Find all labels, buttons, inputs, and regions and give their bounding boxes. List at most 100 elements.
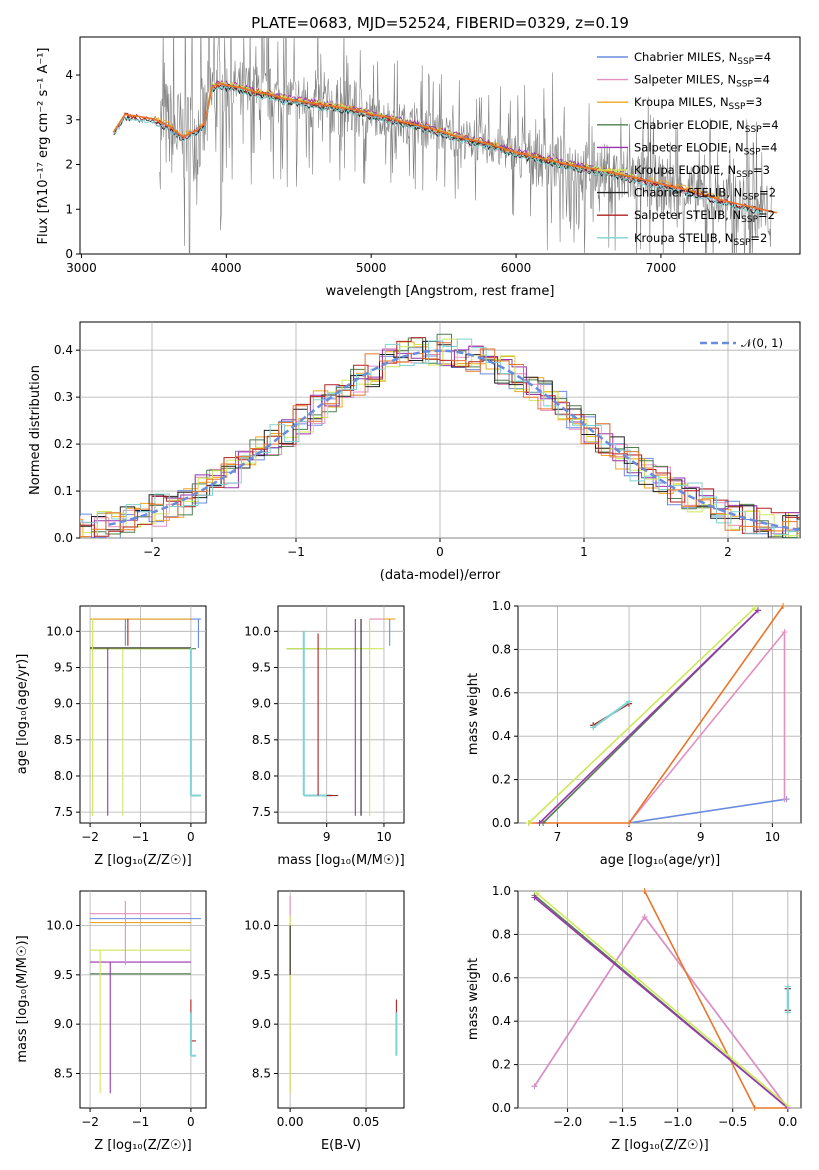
normal-legend-label: 𝒩(0, 1)	[741, 336, 783, 350]
mass-vs-ebv-panel: E(B-V) 0.00 0.05 8.5 9.0 9.5 10.0	[244, 890, 405, 1153]
spectrum-legend-label: Chabrier ELODIE, NSSP=4	[634, 118, 779, 135]
mass-vs-ebv-ytick-label: 8.5	[252, 1066, 271, 1080]
residual-hist-chabrier_elodie	[91, 333, 800, 538]
spectrum-ytick-label: 4	[65, 68, 73, 82]
age-vs-Z-ytick-label: 8.5	[54, 733, 73, 747]
mass-vs-ebv-ytick-label: 9.5	[252, 968, 271, 982]
spectrum-ytick-label: 3	[65, 113, 73, 127]
residuals-xtick-label: −1	[287, 545, 305, 559]
age-vs-Z-ytick-label: 10.0	[46, 624, 73, 638]
residuals-legend: 𝒩(0, 1)	[700, 336, 783, 350]
massweight-vs-age-line	[592, 700, 630, 729]
massweight-vs-age-xlabel: age [log₁₀(age/yr)]	[600, 853, 721, 868]
model-kroupa_stelib	[112, 85, 763, 216]
residual-hist-kroupa_elodie	[82, 338, 800, 538]
age-vs-Z-ylabel: age [log₁₀(age/yr)]	[15, 654, 30, 775]
spectrum-ytick-label: 0	[65, 247, 73, 261]
massweight-vs-age-panel: age [log₁₀(age/yr)] mass weight 7 8 9 10 0.0…	[466, 599, 802, 868]
massweight-vs-age-ytick-label: 0.4	[492, 729, 511, 743]
massweight-vs-age-line	[538, 609, 759, 824]
spectrum-legend-label: Salpeter MILES, NSSP=4	[634, 73, 770, 90]
age-vs-Z-ytick-label: 8.0	[54, 769, 73, 783]
age-vs-Z-ytick-label: 9.5	[54, 660, 73, 674]
residuals-plot-area	[80, 333, 800, 538]
mass-vs-ebv-ytick-label: 9.0	[252, 1017, 271, 1031]
spectrum-xtick-label: 5000	[356, 261, 387, 275]
spectrum-legend-label: Salpeter STELIB, NSSP=2	[634, 208, 775, 225]
massweight-vs-Z-xtick-label: −1.5	[608, 1115, 637, 1129]
age-vs-mass-xlabel: mass [log₁₀(M/M☉)]	[277, 853, 404, 868]
age-vs-mass-ytick-label: 9.5	[252, 660, 271, 674]
massweight-vs-Z-line	[533, 915, 789, 1109]
massweight-vs-Z-line	[536, 892, 789, 1107]
mass-vs-Z-ytick-label: 9.5	[54, 968, 73, 982]
residuals-ytick-label: 0.1	[54, 484, 73, 498]
massweight-vs-age-xtick-label: 8	[625, 830, 633, 844]
age-vs-mass-ytick-label: 8.0	[252, 769, 271, 783]
residuals-ytick-label: 0.2	[54, 437, 73, 451]
massweight-vs-age-ylabel: mass weight	[466, 673, 481, 755]
spectrum-xtick-label: 3000	[66, 261, 97, 275]
residual-hist-kroupa_stelib	[80, 338, 800, 535]
spectrum-legend-label: Kroupa ELODIE, NSSP=3	[634, 163, 770, 180]
spectrum-xtick-label: 6000	[501, 261, 532, 275]
age-vs-mass-ytick-label: 9.0	[252, 697, 271, 711]
massweight-vs-Z-ytick-label: 0.2	[492, 1058, 511, 1072]
spectrum-legend: Chabrier MILES, NSSP=4 Salpeter MILES, NS…	[597, 50, 779, 248]
massweight-vs-Z-xtick-label: −1.0	[663, 1115, 692, 1129]
mass-vs-ebv-xtick-label: 0.05	[353, 1115, 380, 1129]
spectrum-legend-label: Kroupa STELIB, NSSP=2	[634, 231, 767, 248]
age-vs-mass-ytick-label: 7.5	[252, 805, 271, 819]
massweight-vs-Z-xtick-label: −2.0	[553, 1115, 582, 1129]
age-vs-mass-xtick-label: 9	[323, 830, 331, 844]
spectrum-xtick-label: 7000	[646, 261, 677, 275]
massweight-vs-age-xtick-label: 7	[554, 830, 562, 844]
residuals-ytick-label: 0.4	[54, 343, 73, 357]
massweight-vs-Z-ytick-label: 0.8	[492, 927, 511, 941]
age-vs-Z-panel: Z [log₁₀(Z/Z☉)] age [log₁₀(age/yr)] −2 −1…	[15, 605, 207, 868]
spectrum-legend-label: Chabrier MILES, NSSP=4	[634, 50, 771, 67]
spectrum-ylabel: Flux [fλ10⁻¹⁷ erg cm⁻² s⁻¹ A⁻¹]	[36, 48, 51, 245]
residuals-ytick-label: 0.0	[54, 531, 73, 545]
spectrum-ytick-label: 1	[65, 202, 73, 216]
massweight-vs-age-line	[628, 798, 787, 824]
mass-vs-Z-ytick-label: 8.5	[54, 1066, 73, 1080]
massweight-vs-Z-xlabel: Z [log₁₀(Z/Z☉)]	[611, 1138, 708, 1153]
massweight-vs-Z-line	[533, 915, 789, 1109]
residual-hist-chabrier_stelib	[80, 340, 800, 538]
age-vs-mass-ytick-label: 8.5	[252, 733, 271, 747]
mass-vs-Z-xtick-label: 0	[187, 1115, 195, 1129]
age-vs-Z-ytick-label: 9.0	[54, 697, 73, 711]
age-vs-Z-xtick-label: −1	[132, 830, 150, 844]
figure-title: PLATE=0683, MJD=52524, FIBERID=0329, z=0…	[251, 14, 629, 32]
spectrum-legend-label: Salpeter ELODIE, NSSP=4	[634, 140, 777, 157]
mass-vs-Z-xtick-label: −1	[132, 1115, 150, 1129]
massweight-vs-Z-ylabel: mass weight	[466, 958, 481, 1040]
massweight-vs-age-ytick-label: 0.6	[492, 686, 511, 700]
massweight-vs-age-ytick-label: 0.8	[492, 642, 511, 656]
mass-vs-Z-ytick-label: 10.0	[46, 919, 73, 933]
spectrum-panel: wavelength [Angstrom, rest frame] Flux […	[36, 36, 801, 299]
spectrum-xlabel: wavelength [Angstrom, rest frame]	[326, 284, 555, 299]
residuals-ytick-label: 0.3	[54, 390, 73, 404]
residuals-xtick-label: −2	[143, 545, 161, 559]
age-vs-Z-ytick-label: 7.5	[54, 805, 73, 819]
massweight-vs-Z-xtick-label: 0.0	[778, 1115, 797, 1129]
residual-hist-kroupa_miles	[80, 341, 800, 538]
mass-vs-Z-xlabel: Z [log₁₀(Z/Z☉)]	[94, 1138, 191, 1153]
spectrum-xtick-label: 4000	[211, 261, 242, 275]
age-vs-Z-xlabel: Z [log₁₀(Z/Z☉)]	[94, 853, 191, 868]
data-spectrum	[159, 37, 773, 254]
spectrum-plot-area	[112, 37, 777, 254]
mass-vs-Z-ytick-label: 9.0	[54, 1017, 73, 1031]
massweight-vs-Z-ytick-label: 0.4	[492, 1014, 511, 1028]
residuals-panel: (data-model)/error Normed distribution −…	[28, 321, 801, 583]
mass-vs-ebv-ytick-label: 10.0	[244, 919, 271, 933]
residuals-xlabel: (data-model)/error	[380, 568, 501, 583]
spectrum-legend-label: Chabrier STELIB, NSSP=2	[634, 186, 776, 203]
mass-vs-Z-xtick-label: −2	[81, 1115, 99, 1129]
mass-vs-ebv-xlabel: E(B-V)	[321, 1138, 361, 1153]
massweight-vs-Z-panel: Z [log₁₀(Z/Z☉)] mass weight −2.0 −1.5 −1.0…	[466, 884, 802, 1153]
massweight-vs-age-ytick-label: 1.0	[492, 599, 511, 613]
